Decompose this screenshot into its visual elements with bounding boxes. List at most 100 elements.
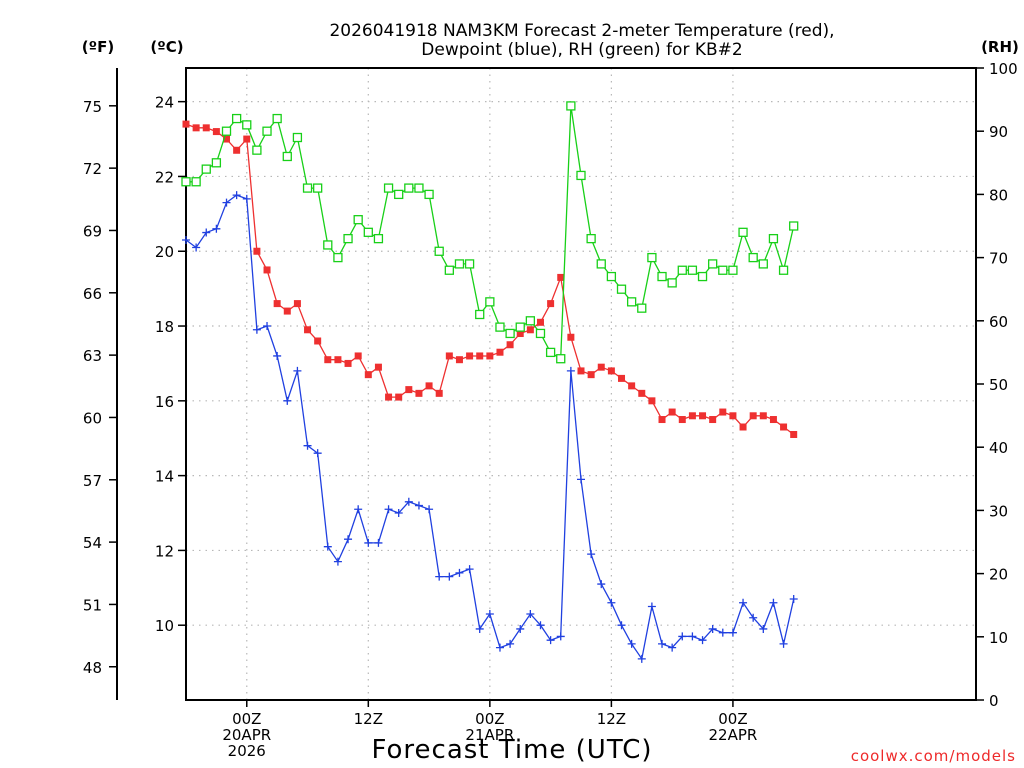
data-point-dewpoint: [698, 636, 707, 645]
data-point-dewpoint: [232, 191, 241, 200]
series-rh: [181, 101, 799, 364]
series-dewpoint: [182, 191, 798, 663]
fahrenheit-tick-label: 72: [83, 160, 102, 178]
data-point-dewpoint: [637, 654, 646, 663]
series-temperature: [182, 120, 798, 438]
celsius-tick-label: 10: [155, 617, 174, 635]
data-point-rh: [545, 347, 556, 358]
data-point-rh: [242, 120, 252, 130]
data-point-temperature: [536, 318, 544, 326]
data-point-temperature: [526, 326, 534, 334]
data-point-temperature: [466, 352, 474, 360]
data-point-temperature: [790, 430, 798, 438]
data-point-temperature: [678, 416, 686, 424]
data-point-dewpoint: [597, 580, 606, 589]
data-point-temperature: [688, 412, 696, 420]
data-point-dewpoint: [384, 505, 393, 514]
data-point-rh: [556, 354, 566, 364]
data-point-rh: [566, 101, 576, 111]
data-point-temperature: [476, 352, 484, 360]
data-point-rh: [738, 227, 748, 237]
data-point-rh: [515, 322, 525, 332]
data-point-dewpoint: [556, 632, 565, 641]
data-point-rh: [718, 265, 728, 275]
data-point-rh: [302, 183, 313, 193]
data-point-temperature: [749, 412, 757, 420]
data-point-rh: [616, 284, 627, 294]
data-point-rh: [292, 132, 303, 143]
data-point-temperature: [425, 382, 433, 390]
chart-title-line-1: 2026041918 NAM3KM Forecast 2-meter Tempe…: [329, 21, 834, 41]
data-point-temperature: [304, 326, 312, 334]
celsius-tick-label: 14: [155, 468, 174, 486]
data-point-rh: [373, 233, 384, 244]
data-point-rh: [231, 113, 242, 124]
celsius-tick-label: 24: [155, 94, 174, 112]
data-point-dewpoint: [202, 228, 211, 237]
data-point-temperature: [354, 352, 362, 360]
data-point-temperature: [587, 371, 595, 379]
data-point-rh: [485, 297, 495, 307]
fahrenheit-tick-label: 75: [83, 98, 102, 116]
data-point-temperature: [597, 363, 605, 371]
data-point-dewpoint: [546, 636, 555, 645]
data-point-rh: [778, 265, 789, 275]
data-point-dewpoint: [435, 572, 444, 581]
data-point-temperature: [415, 389, 423, 397]
data-point-dewpoint: [354, 505, 363, 514]
data-point-rh: [262, 126, 272, 136]
celsius-tick-label: 22: [155, 168, 174, 186]
data-point-rh: [576, 170, 586, 181]
data-point-dewpoint: [404, 497, 413, 506]
data-point-rh: [444, 265, 454, 275]
data-point-temperature: [567, 333, 575, 341]
chart-title-line-2: Dewpoint (blue), RH (green) for KB#2: [421, 40, 742, 60]
data-point-rh: [383, 183, 394, 193]
data-point-dewpoint: [658, 639, 667, 648]
data-point-temperature: [324, 356, 332, 364]
data-point-rh: [768, 233, 779, 244]
time-tick-label: 21APR: [465, 726, 514, 744]
data-point-temperature: [405, 386, 413, 394]
data-point-rh: [495, 322, 505, 332]
data-point-dewpoint: [263, 322, 272, 331]
data-point-dewpoint: [789, 595, 798, 604]
fahrenheit-unit-label: (ºF): [82, 38, 114, 56]
data-point-temperature: [607, 367, 615, 375]
rh-tick-label: 30: [989, 502, 1008, 520]
celsius-tick-label: 20: [155, 243, 174, 261]
data-point-temperature: [769, 416, 777, 424]
data-point-rh: [191, 177, 201, 187]
data-point-dewpoint: [445, 572, 454, 581]
data-point-dewpoint: [577, 475, 585, 484]
data-point-rh: [677, 265, 687, 275]
data-point-temperature: [212, 128, 220, 136]
data-point-temperature: [658, 416, 666, 424]
credit-label: coolwx.com/models: [851, 747, 1016, 765]
data-point-dewpoint: [192, 243, 201, 252]
data-point-dewpoint: [252, 325, 261, 334]
rh-tick-label: 0: [989, 692, 999, 710]
data-point-temperature: [709, 416, 717, 424]
celsius-tick-label: 16: [155, 393, 174, 411]
data-point-temperature: [293, 300, 301, 308]
fahrenheit-tick-label: 69: [83, 222, 102, 240]
data-point-rh: [252, 145, 262, 155]
data-point-rh: [394, 189, 404, 200]
data-point-dewpoint: [323, 542, 332, 551]
data-point-dewpoint: [516, 624, 525, 633]
data-point-dewpoint: [313, 449, 322, 458]
time-tick-label: 00Z: [718, 710, 747, 728]
data-point-rh: [333, 252, 343, 263]
data-point-dewpoint: [627, 639, 636, 648]
data-point-dewpoint: [425, 505, 434, 514]
data-series: [181, 101, 799, 663]
rh-tick-label: 40: [989, 439, 1008, 457]
data-point-dewpoint: [718, 628, 727, 637]
data-point-dewpoint: [769, 598, 778, 607]
data-point-dewpoint: [506, 639, 515, 648]
data-point-rh: [343, 233, 353, 244]
data-point-dewpoint: [212, 224, 221, 233]
data-point-rh: [667, 278, 677, 288]
